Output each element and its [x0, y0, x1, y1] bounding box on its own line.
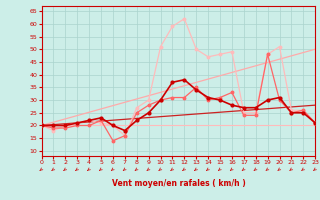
X-axis label: Vent moyen/en rafales ( km/h ): Vent moyen/en rafales ( km/h ) [112, 179, 245, 188]
